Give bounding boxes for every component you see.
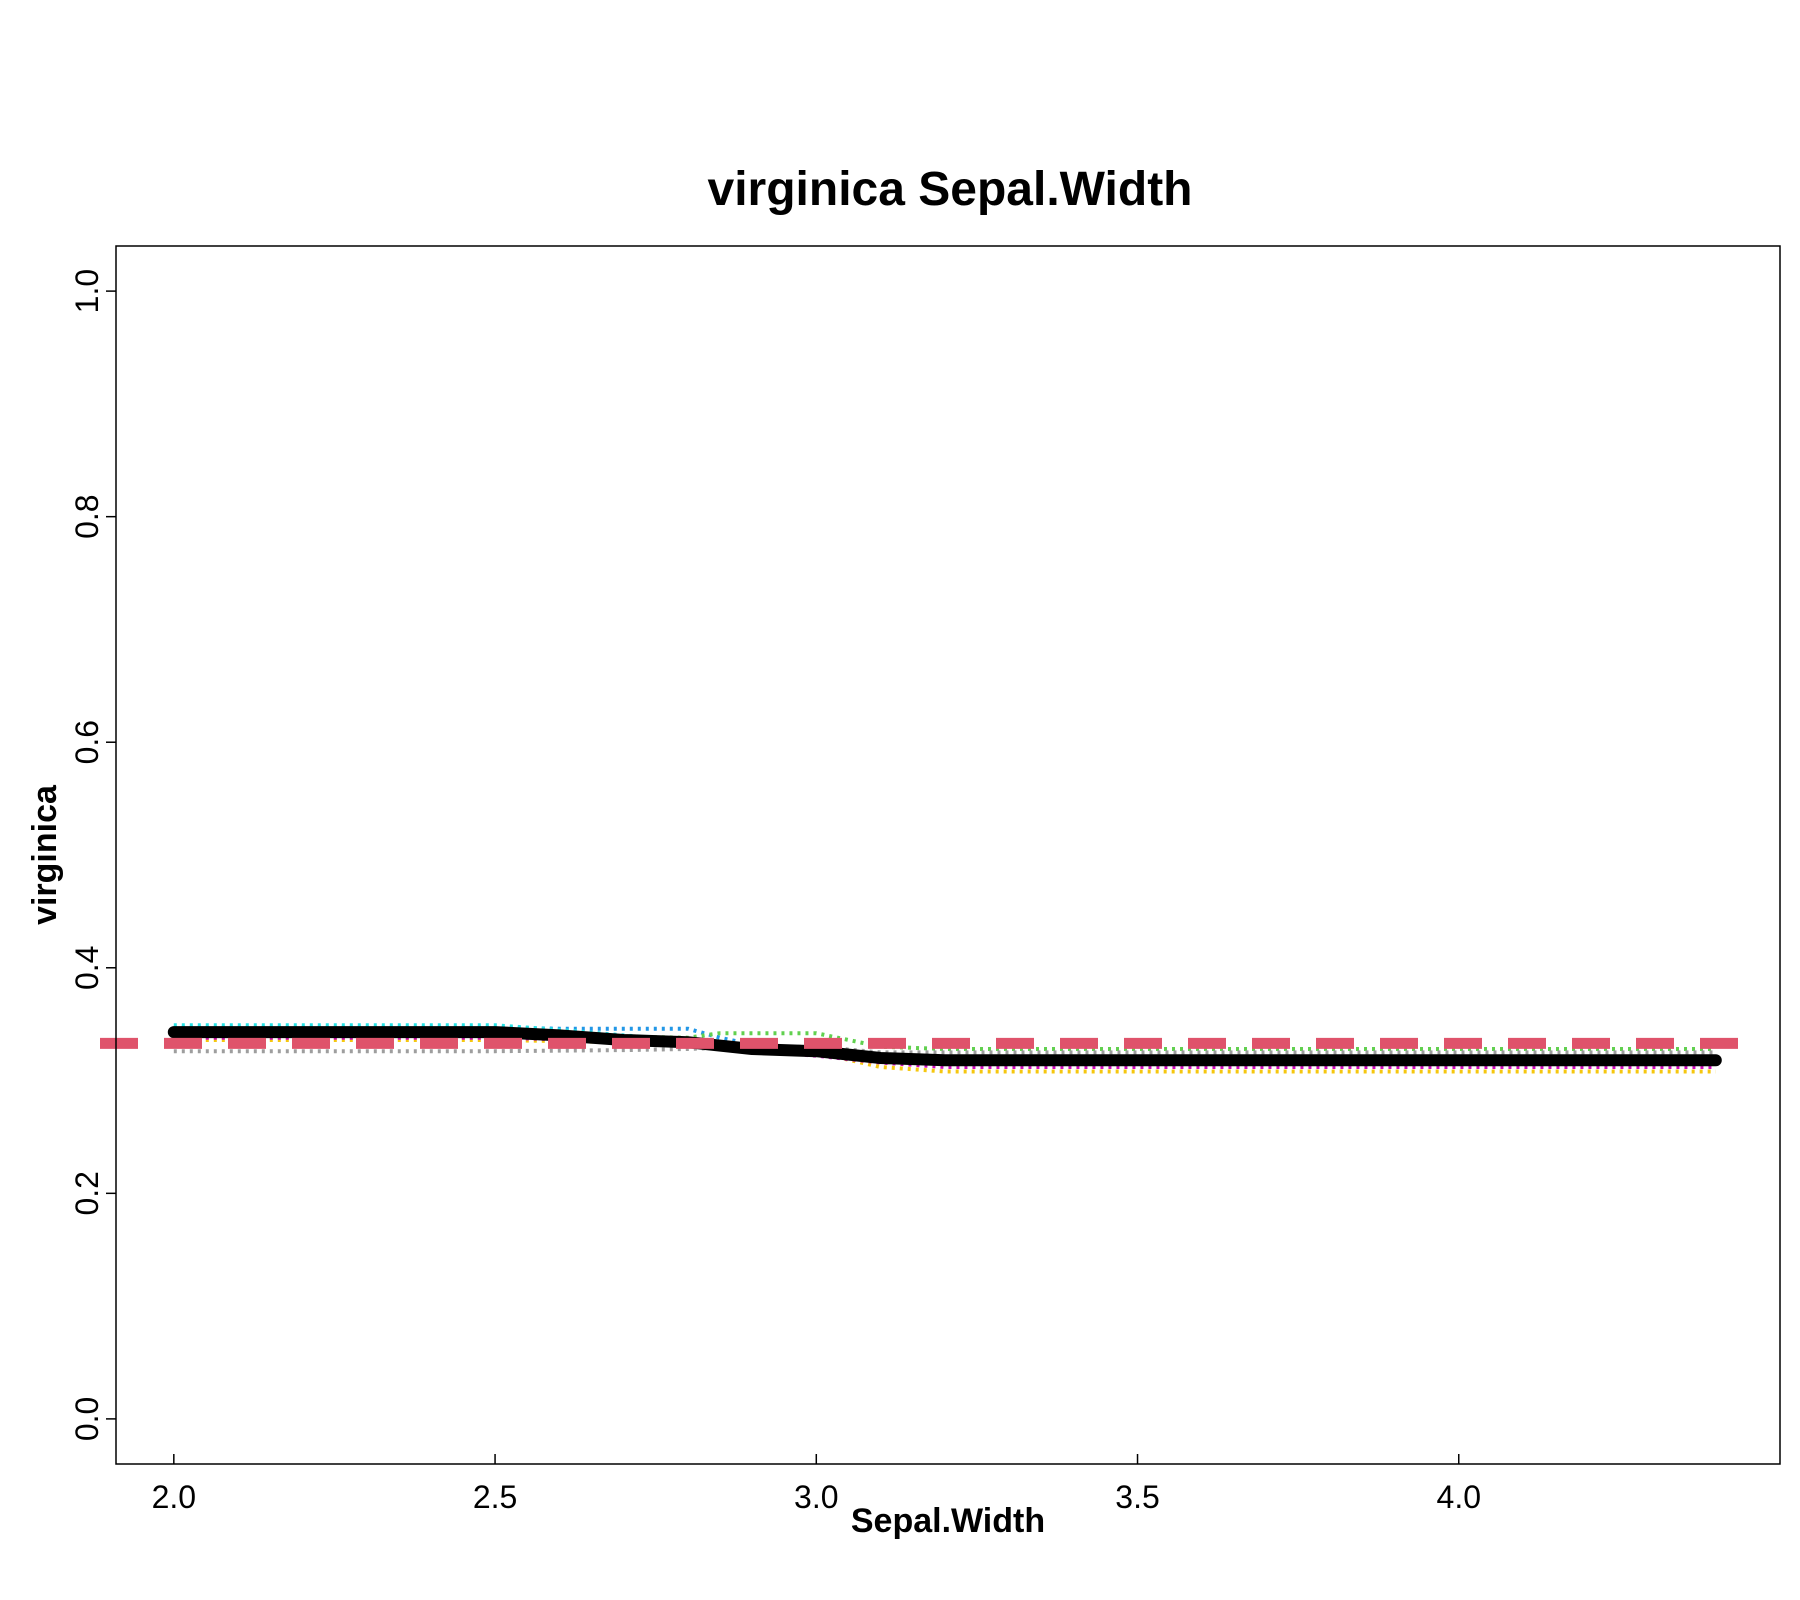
y-tick-label: 0.6 [69,720,105,764]
series-line-dotted-2 [173,1031,1716,1051]
y-axis-label: virginica [26,784,64,925]
chart-title: virginica Sepal.Width [708,163,1193,216]
x-tick-label: 2.5 [473,1479,517,1515]
y-tick-label: 0.8 [69,494,105,538]
plot-frame [115,245,1781,1465]
x-tick-label: 3.0 [794,1479,838,1515]
y-tick-label: 0.0 [69,1397,105,1441]
y-tick-label: 0.4 [69,946,105,990]
y-tick-label: 1.0 [69,269,105,313]
y-tick-label: 0.2 [69,1171,105,1215]
x-tick-label: 2.0 [152,1479,196,1515]
x-axis-label: Sepal.Width [851,1502,1045,1540]
x-tick-label: 4.0 [1437,1479,1481,1515]
x-tick-label: 3.5 [1115,1479,1159,1515]
y-axis: 0.0 0.2 0.4 0.6 0.8 1.0 [69,269,116,1441]
x-axis: 2.0 2.5 3.0 3.5 4.0 [152,1454,1481,1515]
series-layer [167,1023,1722,1074]
series-line-main [167,1026,1722,1067]
